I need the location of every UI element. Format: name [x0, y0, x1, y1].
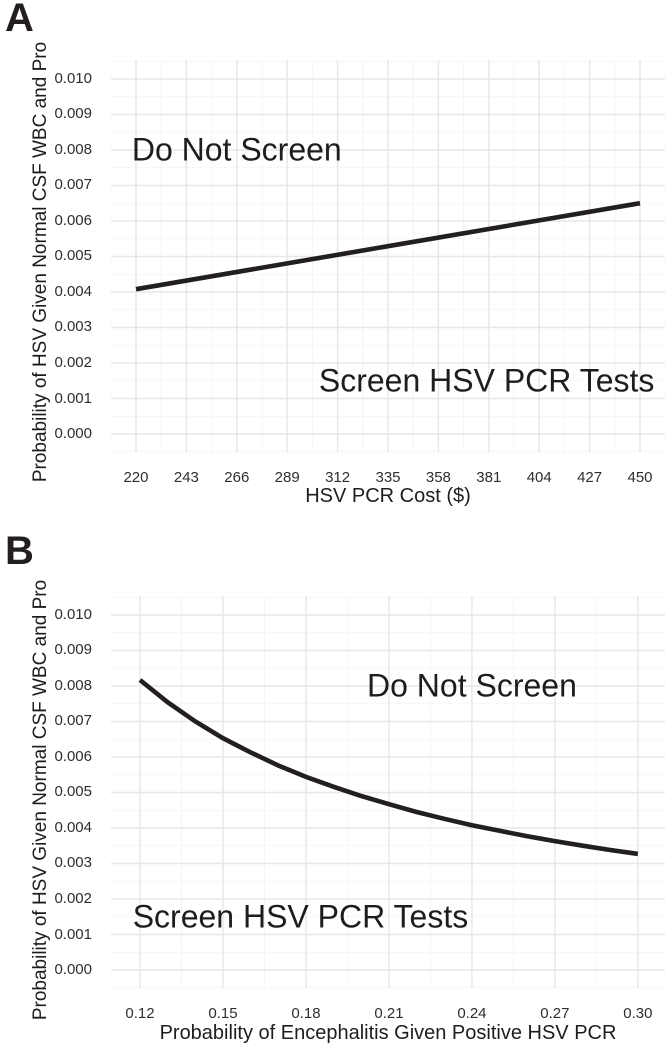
- panel-b: B Probability of HSV Given Normal CSF WB…: [0, 522, 667, 1045]
- panel-a-plot-area: [111, 60, 665, 452]
- y-tick-label: 0.003: [54, 854, 92, 872]
- y-tick-label: 0.001: [54, 389, 92, 407]
- panel-a-annotation-do-not-screen: Do Not Screen: [131, 131, 342, 168]
- y-tick-label: 0.002: [54, 889, 92, 907]
- threshold-line: [135, 200, 641, 292]
- y-tick-label: 0.007: [54, 712, 92, 730]
- y-tick-label: 0.000: [54, 961, 92, 978]
- panel-b-letter: B: [5, 529, 34, 573]
- x-tick-label: 0.18: [291, 1005, 321, 1022]
- y-tick-label: 0.004: [54, 282, 92, 300]
- panel-a-annotation-screen-hsv-pcr-tests: Screen HSV PCR Tests: [318, 362, 655, 399]
- panel-a-x-axis-title: HSV PCR Cost ($): [305, 485, 471, 507]
- x-tick-label: 266: [224, 469, 250, 486]
- y-tick-label: 0.002: [54, 353, 92, 371]
- x-tick-label: 0.27: [540, 1005, 570, 1022]
- x-tick-label: 220: [123, 469, 149, 486]
- y-tick-label: 0.000: [54, 425, 92, 442]
- x-tick-label: 427: [577, 469, 603, 486]
- panel-b-annotation-do-not-screen: Do Not Screen: [367, 667, 577, 704]
- y-tick-label: 0.003: [54, 318, 92, 336]
- y-tick-label: 0.004: [54, 818, 92, 836]
- y-tick-label: 0.008: [54, 676, 92, 694]
- x-tick-label: 243: [173, 469, 199, 486]
- panel-b-x-axis-title: Probability of Encephalitis Given Positi…: [159, 1022, 617, 1044]
- x-tick-label: 404: [526, 469, 552, 486]
- y-tick-label: 0.010: [54, 69, 92, 87]
- panel-a: A Probability of HSV Given Normal CSF WB…: [0, 0, 667, 522]
- x-tick-label: 289: [274, 469, 300, 486]
- x-tick-label: 0.15: [208, 1005, 238, 1022]
- x-tick-label: 381: [476, 469, 502, 486]
- panel-b-annotation-screen-hsv-pcr-tests: Screen HSV PCR Tests: [132, 898, 469, 935]
- y-tick-label: 0.008: [54, 140, 92, 158]
- panel-a-letter: A: [5, 0, 34, 40]
- y-tick-label: 0.006: [54, 211, 92, 229]
- x-tick-label: 0.12: [125, 1005, 155, 1022]
- x-tick-label: 0.21: [374, 1005, 404, 1022]
- x-tick-label: 335: [375, 469, 401, 486]
- y-tick-label: 0.009: [54, 105, 92, 123]
- y-tick-label: 0.001: [54, 925, 92, 943]
- y-tick-label: 0.005: [54, 247, 92, 265]
- x-tick-label: 0.24: [457, 1005, 487, 1022]
- y-tick-label: 0.005: [54, 783, 92, 801]
- x-tick-label: 0.30: [623, 1005, 653, 1022]
- x-tick-label: 312: [325, 469, 351, 486]
- x-tick-label: 450: [627, 469, 653, 486]
- y-tick-label: 0.010: [54, 605, 92, 623]
- y-tick-label: 0.007: [54, 176, 92, 194]
- threshold-line: [138, 678, 639, 857]
- y-tick-label: 0.009: [54, 641, 92, 659]
- y-tick-label: 0.006: [54, 747, 92, 765]
- panel-b-plot-area: [111, 596, 665, 988]
- x-tick-label: 358: [425, 469, 451, 486]
